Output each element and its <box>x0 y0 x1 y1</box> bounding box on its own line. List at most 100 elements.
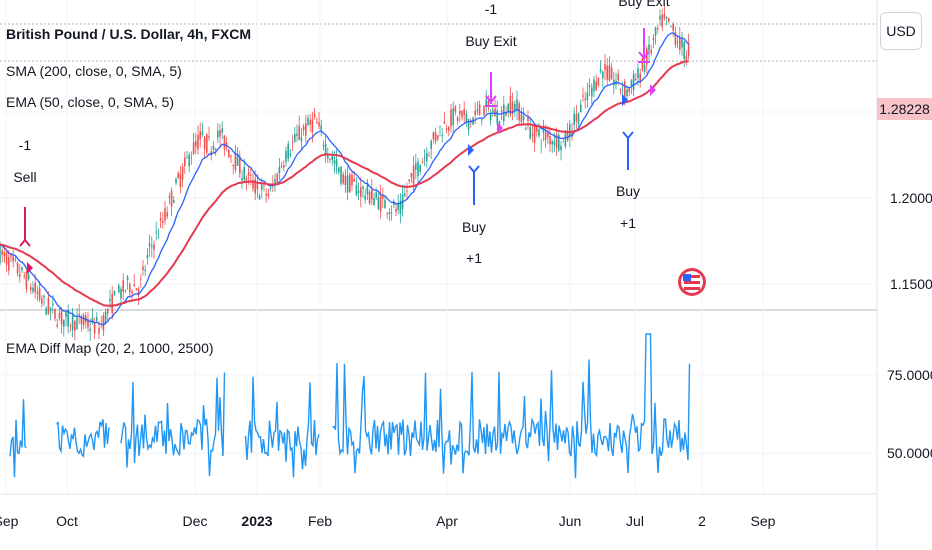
candle-body <box>96 317 98 321</box>
candle-body <box>307 117 309 126</box>
candle-body <box>311 119 314 133</box>
candle-body <box>577 113 580 124</box>
candle-body <box>256 182 259 190</box>
candle-body <box>302 126 305 131</box>
candle-body <box>379 194 382 212</box>
signal-label-bottom: Sell <box>13 169 36 185</box>
indicator-legend[interactable]: EMA Diff Map (20, 2, 1000, 2500) <box>6 340 214 356</box>
candle-body <box>683 42 685 59</box>
candle-body <box>333 160 336 164</box>
candle-body <box>291 142 294 144</box>
candle-body <box>672 23 674 31</box>
candle-body <box>395 208 397 212</box>
candle-body <box>467 118 470 131</box>
candle-body <box>621 89 624 91</box>
time-tick-label: Sep <box>751 513 776 529</box>
chart-title[interactable]: British Pound / U.S. Dollar, 4h, FXCM <box>6 26 251 42</box>
candle-body <box>197 134 199 150</box>
candle-body <box>384 200 386 209</box>
candle-body <box>340 166 342 184</box>
candle-body <box>481 119 483 121</box>
candle-body <box>652 37 655 40</box>
candle-body <box>118 285 120 293</box>
candle-body <box>390 212 393 214</box>
candle-body <box>505 112 507 116</box>
candle-body <box>511 101 514 114</box>
candle-body <box>261 184 263 190</box>
candle-body <box>181 166 184 180</box>
candle-body <box>32 287 34 292</box>
candle-body <box>366 183 369 195</box>
ema-legend[interactable]: EMA (50, close, 0, SMA, 5) <box>6 94 175 110</box>
candle-body <box>5 252 8 265</box>
candle-body <box>591 87 593 97</box>
indicator-series <box>9 333 691 479</box>
indicator-line <box>9 333 691 479</box>
candle-body <box>362 186 364 189</box>
candle-body <box>522 115 525 121</box>
candle-body <box>74 321 76 331</box>
sma-legend[interactable]: SMA (200, close, 0, SMA, 5) <box>6 63 182 79</box>
indicator-axis-labels[interactable]: 50.00000 75.00000 <box>887 367 932 461</box>
candle-body <box>195 141 197 147</box>
candle-body <box>269 187 272 189</box>
candle-body <box>533 124 536 143</box>
time-tick-label: Dec <box>183 513 208 529</box>
candle-body <box>318 122 320 127</box>
candle-body <box>518 103 520 121</box>
candle-body <box>657 28 659 30</box>
candle-body <box>3 251 6 257</box>
candle-body <box>142 266 144 271</box>
candle-body <box>203 137 206 149</box>
candle-body <box>575 114 578 122</box>
candle-body <box>285 150 287 163</box>
candle-body <box>588 85 591 88</box>
candle-body <box>426 153 428 162</box>
time-tick-label: Jun <box>559 513 582 529</box>
candle-body <box>82 315 85 326</box>
candle-body <box>335 159 338 168</box>
time-tick-label: Jul <box>626 513 644 529</box>
candle-body <box>289 153 292 156</box>
candle-body <box>175 178 177 184</box>
candle-body <box>665 16 668 19</box>
signal-triangle <box>650 84 656 96</box>
candle-body <box>412 165 415 185</box>
time-axis-labels[interactable]: Sep Oct Dec 2023 Feb Apr Jun Jul 2 Sep <box>0 513 776 529</box>
candle-body <box>542 129 545 133</box>
candle-body <box>276 174 278 183</box>
candle-body <box>107 308 109 314</box>
signal-label-top: -1 <box>19 137 32 153</box>
candle-body <box>208 136 210 138</box>
signal-label-top: Buy <box>616 183 640 199</box>
candle-body <box>443 121 446 124</box>
candle-body <box>643 64 646 72</box>
candle-body <box>544 131 547 141</box>
candle-body <box>329 158 331 160</box>
candle-body <box>236 155 239 166</box>
candle-body <box>492 110 494 112</box>
candle-body <box>463 109 465 116</box>
candle-body <box>549 135 551 145</box>
candle-body <box>676 41 679 43</box>
candle-body <box>80 316 83 325</box>
candle-body <box>679 36 681 50</box>
currency-flag-logo <box>678 268 706 296</box>
candle-body <box>527 117 529 121</box>
candle-body <box>646 48 648 65</box>
candle-body <box>104 311 107 323</box>
candle-body <box>478 104 481 116</box>
candle-body <box>313 113 316 118</box>
price-axis-labels[interactable]: 1.150001.200001.25000 <box>890 104 932 292</box>
candle-body <box>190 157 193 159</box>
candle-body <box>243 167 245 180</box>
currency-button[interactable]: USD <box>880 12 922 50</box>
candle-body <box>670 25 672 27</box>
signal-triangle <box>468 144 474 156</box>
candle-body <box>140 278 142 280</box>
candle-body <box>212 145 215 150</box>
candle-body <box>151 246 153 248</box>
candle-body <box>331 155 333 161</box>
candle-body <box>555 134 558 148</box>
candle-body <box>89 328 91 331</box>
